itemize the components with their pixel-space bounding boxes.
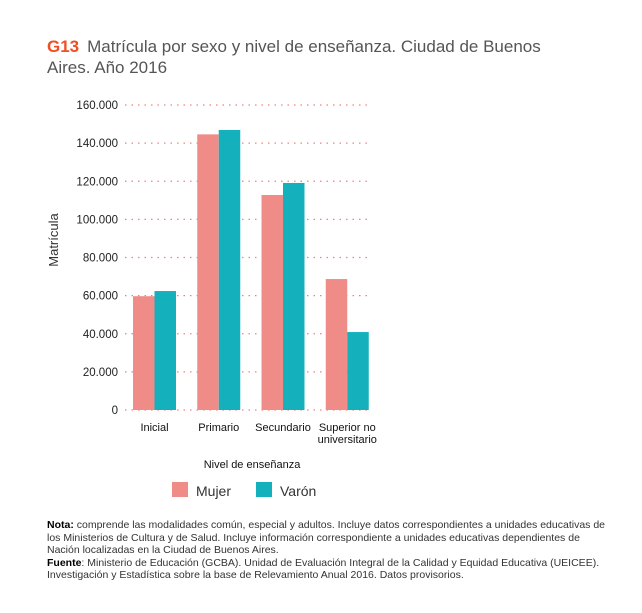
y-axis-label: Matrícula — [46, 213, 61, 267]
y-tick-label: 120.000 — [76, 176, 118, 188]
bar-varón-1 — [218, 129, 241, 411]
y-tick-label: 60.000 — [83, 291, 118, 303]
nota-text: comprende las modalidades común, especia… — [47, 519, 606, 556]
bar-mujer-3 — [325, 279, 348, 410]
y-tick-label: 160.000 — [76, 100, 118, 112]
fuente-label: Fuente — [47, 556, 82, 569]
nota-label: Nota: — [47, 519, 74, 531]
x-tick-label: Superior no — [319, 422, 376, 434]
legend-swatch-varón — [256, 482, 272, 497]
y-tick-label: 0 — [112, 405, 118, 417]
bar-mujer-1 — [197, 134, 219, 410]
legend-label-mujer: Mujer — [196, 483, 231, 499]
bar-varón-3 — [347, 332, 369, 410]
x-tick-label: Secundario — [255, 422, 311, 434]
legend-swatch-mujer — [172, 482, 188, 497]
bar-varón-2 — [283, 182, 305, 410]
y-tick-label: 20.000 — [83, 367, 118, 379]
x-axis-label: Nivel de enseñanza — [204, 459, 302, 471]
bar-varón-0 — [154, 291, 176, 410]
chart-title: G13 Matrícula por sexo y nivel de enseñan… — [47, 36, 587, 78]
y-tick-label: 80.000 — [83, 253, 118, 265]
notes: Nota: comprende las modalidades común, e… — [47, 519, 607, 582]
legend-label-varón: Varón — [280, 483, 316, 499]
bar-mujer-2 — [261, 194, 283, 410]
fuente-text: : Ministerio de Educación (GCBA). Unidad… — [47, 556, 600, 582]
bar-mujer-0 — [133, 296, 155, 410]
x-tick-label: Inicial — [140, 422, 168, 434]
title-text: Matrícula por sexo y nivel de enseñanza.… — [47, 37, 541, 77]
y-tick-label: 40.000 — [83, 329, 118, 341]
y-tick-label: 100.000 — [76, 214, 118, 226]
x-tick-label: Primario — [198, 422, 239, 434]
y-tick-label: 140.000 — [76, 138, 118, 150]
figure-code: G13 — [47, 37, 80, 56]
x-tick-label: universitario — [318, 434, 377, 446]
